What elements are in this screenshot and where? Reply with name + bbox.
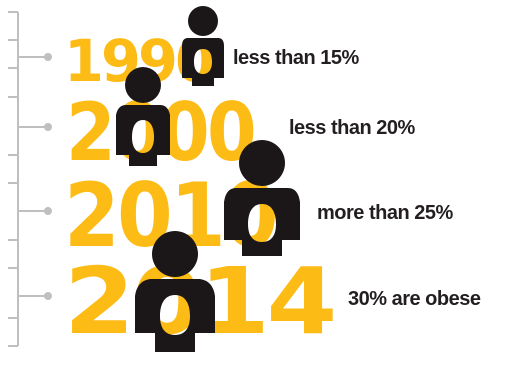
stat-label-1990: less than 15% (233, 47, 360, 69)
figure-body (135, 279, 215, 352)
timeline-dot (44, 53, 52, 61)
timeline-dot (44, 123, 52, 131)
timeline-dot (44, 207, 52, 215)
stat-label-2014: 30% are obese (348, 288, 481, 310)
figure-body (182, 38, 224, 86)
figure-body (116, 105, 170, 166)
figure-head (188, 6, 218, 36)
figure-body (224, 188, 300, 256)
stat-label-2000: less than 20% (289, 117, 416, 139)
figure-1990 (182, 6, 224, 86)
timeline-dot (44, 292, 52, 300)
figure-2010 (224, 140, 300, 256)
timeline-axis (8, 11, 52, 347)
figure-2000 (116, 67, 170, 166)
figure-2014 (135, 231, 215, 352)
stat-labels: less than 15% less than 20% more than 25… (233, 47, 481, 310)
stat-label-2010: more than 25% (317, 202, 453, 224)
figure-head (125, 67, 161, 103)
figure-head (152, 231, 198, 277)
figure-head (239, 140, 285, 186)
